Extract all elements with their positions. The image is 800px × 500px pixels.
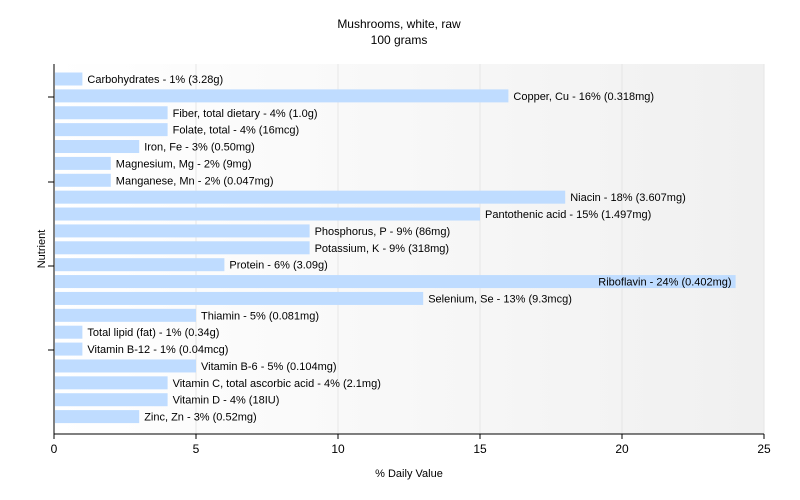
bar-label-20: Zinc, Zn - 3% (0.52mg) (144, 412, 256, 424)
bar-label-18: Vitamin C, total ascorbic acid - 4% (2.1… (173, 378, 381, 390)
bar-16 (55, 342, 83, 356)
bar-13 (55, 291, 424, 305)
bar-label-16: Vitamin B-12 - 1% (0.04mcg) (87, 344, 228, 356)
bar-4 (55, 140, 140, 154)
x-tick-label-25: 25 (757, 442, 771, 456)
bar-1 (55, 89, 509, 103)
bar-label-14: Thiamin - 5% (0.081mg) (201, 310, 319, 322)
bar-7 (55, 190, 566, 204)
bar-11 (55, 258, 225, 272)
bars: Carbohydrates - 1% (3.28g) Copper, Cu - 1… (55, 72, 736, 424)
bar-label-19: Vitamin D - 4% (18IU) (173, 395, 280, 407)
bar-2 (55, 106, 168, 120)
bar-14 (55, 308, 196, 322)
bar-12 (55, 275, 736, 289)
x-axis-label: % Daily Value (375, 468, 443, 480)
bar-label-0: Carbohydrates - 1% (3.28g) (87, 74, 223, 86)
bar-label-11: Protein - 6% (3.09g) (229, 260, 327, 272)
bar-19 (55, 393, 168, 407)
bar-label-17: Vitamin B-6 - 5% (0.104mg) (201, 361, 337, 373)
x-tick-label-10: 10 (331, 442, 345, 456)
bar-20 (55, 410, 140, 424)
x-tick-label-5: 5 (193, 442, 200, 456)
bar-17 (55, 359, 196, 373)
bar-label-3: Folate, total - 4% (16mcg) (173, 125, 300, 137)
x-tick-label-0: 0 (51, 442, 58, 456)
bar-label-8: Pantothenic acid - 15% (1.497mg) (485, 209, 651, 221)
bar-6 (55, 173, 111, 187)
y-axis-label: Nutrient (36, 230, 48, 269)
bar-label-12: Riboflavin - 24% (0.402mg) (598, 277, 731, 289)
bar-label-4: Iron, Fe - 3% (0.50mg) (144, 142, 255, 154)
bar-0 (55, 72, 83, 86)
bar-label-5: Magnesium, Mg - 2% (9mg) (116, 158, 252, 170)
bar-15 (55, 325, 83, 339)
bar-18 (55, 376, 168, 390)
bar-label-7: Niacin - 18% (3.607mg) (570, 192, 686, 204)
bar-label-13: Selenium, Se - 13% (9.3mcg) (428, 293, 572, 305)
chart-subtitle: 100 grams (371, 33, 428, 47)
x-tick-label-15: 15 (473, 442, 487, 456)
bar-label-6: Manganese, Mn - 2% (0.047mg) (116, 175, 274, 187)
x-tick-label-20: 20 (615, 442, 629, 456)
x-ticks: 0 5 10 15 20 25 (51, 434, 771, 456)
bar-label-15: Total lipid (fat) - 1% (0.34g) (87, 327, 219, 339)
bar-label-1: Copper, Cu - 16% (0.318mg) (513, 91, 654, 103)
bar-5 (55, 156, 111, 170)
chart-title: Mushrooms, white, raw (337, 17, 461, 31)
bar-8 (55, 207, 480, 221)
bar-9 (55, 224, 310, 238)
bar-label-2: Fiber, total dietary - 4% (1.0g) (173, 108, 318, 120)
bar-10 (55, 241, 310, 255)
bar-3 (55, 123, 168, 137)
bar-label-9: Phosphorus, P - 9% (86mg) (315, 226, 451, 238)
bar-label-10: Potassium, K - 9% (318mg) (315, 243, 450, 255)
axes (48, 64, 764, 435)
